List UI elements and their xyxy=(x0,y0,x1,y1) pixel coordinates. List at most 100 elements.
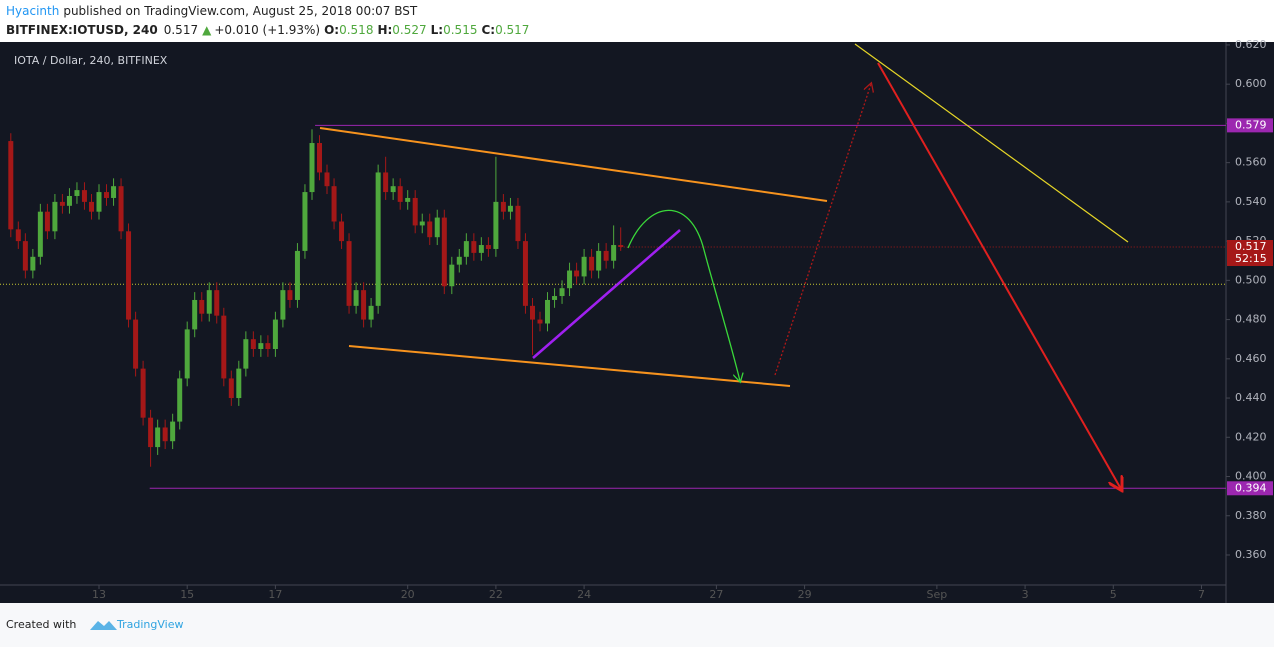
candle-body xyxy=(574,270,580,277)
candle-body xyxy=(456,256,462,265)
candle-body xyxy=(133,319,139,369)
candle-body xyxy=(412,197,418,226)
candle-body xyxy=(265,343,271,350)
candle-body xyxy=(375,172,381,306)
candle-body xyxy=(419,221,425,226)
candle-body xyxy=(280,290,286,320)
candle-body xyxy=(463,241,469,257)
up-arrow: ▲ xyxy=(202,23,212,37)
candle-body xyxy=(544,299,550,324)
candle-body xyxy=(427,221,433,238)
candle-body xyxy=(618,245,624,247)
x-tick-label: 7 xyxy=(1198,588,1205,601)
candle-body xyxy=(331,186,337,222)
candle-body xyxy=(397,186,403,202)
open-label: O: xyxy=(324,23,339,37)
author[interactable]: Hyacinth xyxy=(6,4,59,18)
price: 0.517 xyxy=(164,23,198,37)
candle-body xyxy=(309,143,315,193)
y-tick-label: 0.600 xyxy=(1235,77,1267,90)
candle-body xyxy=(170,421,176,442)
candle-body xyxy=(449,264,455,287)
candle-body xyxy=(155,427,161,448)
candle-body xyxy=(500,201,506,212)
high: 0.527 xyxy=(392,23,426,37)
candle-body xyxy=(66,195,72,206)
low: 0.515 xyxy=(443,23,477,37)
x-tick-label: 29 xyxy=(798,588,812,601)
candle-body xyxy=(603,250,609,261)
candle-body xyxy=(559,288,565,297)
header-line-1: Hyacinth published on TradingView.com, Au… xyxy=(6,4,418,18)
y-tick-label: 0.460 xyxy=(1235,352,1267,365)
open: 0.518 xyxy=(339,23,373,37)
candle-body xyxy=(294,250,300,300)
close: 0.517 xyxy=(495,23,529,37)
candle-body xyxy=(567,270,573,289)
header-line-2: BITFINEX:IOTUSD, 240 0.517 ▲ +0.010 (+1.93%… xyxy=(6,23,529,37)
upper-channel xyxy=(319,127,828,202)
candle-body xyxy=(611,245,617,261)
x-tick-label: 17 xyxy=(268,588,282,601)
candle-body xyxy=(162,427,168,442)
symbol: BITFINEX:IOTUSD, 240 xyxy=(6,23,158,37)
candle-body xyxy=(529,305,535,320)
candle-body xyxy=(199,299,205,314)
marks xyxy=(0,124,1226,489)
candle-body xyxy=(537,319,543,324)
y-tick-label: 0.360 xyxy=(1235,548,1267,561)
candle-body xyxy=(118,186,124,232)
x-tick-label: 20 xyxy=(401,588,415,601)
x-tick-label: 24 xyxy=(577,588,591,601)
chart-title: IOTA / Dollar, 240, BITFINEX xyxy=(14,54,168,67)
candle-body xyxy=(316,143,322,173)
logo xyxy=(90,621,117,630)
level-label-bg xyxy=(1227,118,1273,133)
x-tick-label: 3 xyxy=(1022,588,1029,601)
candle-body xyxy=(44,211,50,232)
candle-body xyxy=(471,241,477,253)
y-tick-label: 0.480 xyxy=(1235,313,1267,326)
y-tick-label: 0.560 xyxy=(1235,156,1267,169)
y-tick-label: 0.500 xyxy=(1235,273,1267,286)
candle-body xyxy=(339,221,345,242)
candle-body xyxy=(522,241,528,306)
candle-body xyxy=(596,250,602,271)
close-label: C: xyxy=(481,23,495,37)
candle-body xyxy=(368,305,374,320)
candle-body xyxy=(126,231,132,320)
candle-body xyxy=(383,172,389,193)
candle-body xyxy=(441,217,447,287)
candle-body xyxy=(405,197,411,202)
support-line xyxy=(532,229,681,359)
plot-bg xyxy=(0,42,1274,603)
candle-body xyxy=(287,290,293,300)
candle-body xyxy=(250,339,256,350)
candle-body xyxy=(15,229,21,242)
candle-body xyxy=(478,245,484,253)
y-tick-label: 0.620 xyxy=(1235,38,1267,51)
candle-body xyxy=(589,256,595,271)
projection-up xyxy=(774,84,871,376)
candle-body xyxy=(493,201,499,249)
price-axis: 0.360 0.380 0.400 0.420 0.440 0.460 0.480 0.500… xyxy=(92,38,1273,601)
candle-body xyxy=(30,256,36,271)
projection-arc xyxy=(627,209,740,381)
candle-body xyxy=(485,245,491,249)
candle-body xyxy=(434,217,440,238)
footer-created: Created with xyxy=(6,618,76,631)
candle-body xyxy=(81,190,87,202)
change: +0.010 (+1.93%) xyxy=(214,23,320,37)
candle-body xyxy=(74,190,80,196)
candle-body xyxy=(177,378,183,422)
candle-body xyxy=(346,241,352,306)
candle-body xyxy=(272,319,278,350)
footer-brand[interactable]: TradingView xyxy=(116,618,183,631)
candle-body xyxy=(258,343,264,350)
candle-body xyxy=(52,201,58,232)
candle-body xyxy=(96,192,102,212)
y-tick-label: 0.540 xyxy=(1235,195,1267,208)
candle-body xyxy=(390,186,396,193)
last-price-bg xyxy=(1227,239,1273,266)
last-price-label: 0.517 xyxy=(1235,240,1267,253)
